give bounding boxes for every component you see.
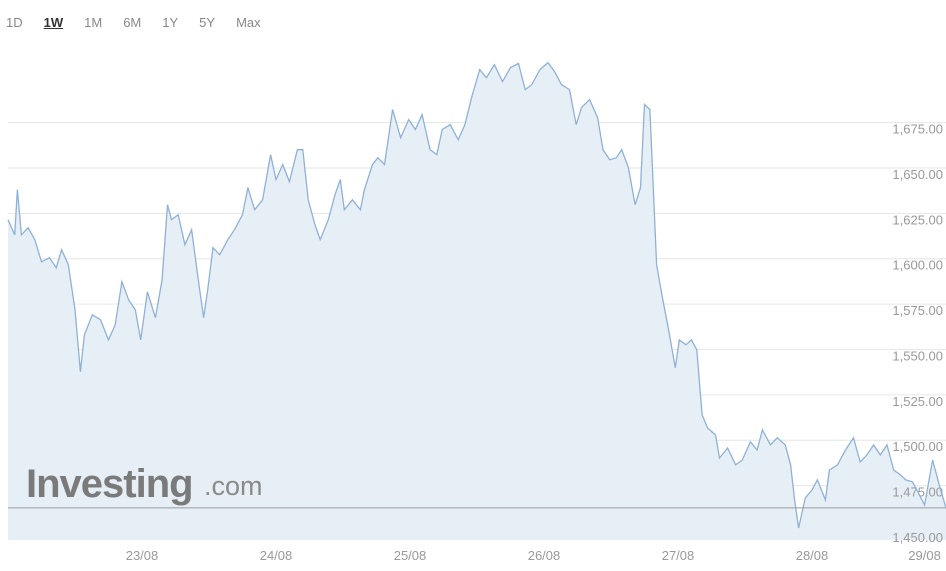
range-button[interactable]: 1D	[6, 15, 23, 30]
range-button[interactable]: 6M	[123, 15, 142, 30]
range-button[interactable]: 1W	[43, 15, 64, 30]
price-line	[7, 61, 946, 529]
y-tick-label: 1,500.00	[892, 439, 943, 454]
range-button[interactable]: Max	[236, 15, 261, 30]
area-fill	[8, 62, 946, 540]
y-tick-label: 1,450.00	[892, 530, 943, 545]
x-tick-label: 25/08	[394, 548, 427, 563]
range-button[interactable]: 1M	[84, 15, 103, 30]
y-tick-label: 1,625.00	[892, 212, 943, 227]
y-tick-label: 1,550.00	[892, 348, 943, 363]
y-tick-label: 1,525.00	[892, 394, 943, 409]
y-tick-label: 1,650.00	[892, 167, 943, 182]
x-tick-label: 24/08	[260, 548, 293, 563]
y-tick-label: 1,600.00	[892, 258, 943, 273]
x-tick-label: 27/08	[662, 548, 695, 563]
range-button[interactable]: 1Y	[162, 15, 179, 30]
watermark-suffix: .com	[204, 471, 263, 501]
x-tick-label: 29/08	[908, 548, 941, 563]
x-tick-label: 26/08	[528, 548, 561, 563]
range-selector: 1D 1W 1M 6M 1Y 5Y Max	[6, 15, 282, 30]
x-tick-label: 28/08	[796, 548, 829, 563]
x-tick-label: 23/08	[126, 548, 159, 563]
watermark-name: Investing	[26, 462, 193, 506]
y-tick-label: 1,575.00	[892, 303, 943, 318]
y-tick-label: 1,675.00	[892, 122, 943, 137]
range-button[interactable]: 5Y	[199, 15, 216, 30]
